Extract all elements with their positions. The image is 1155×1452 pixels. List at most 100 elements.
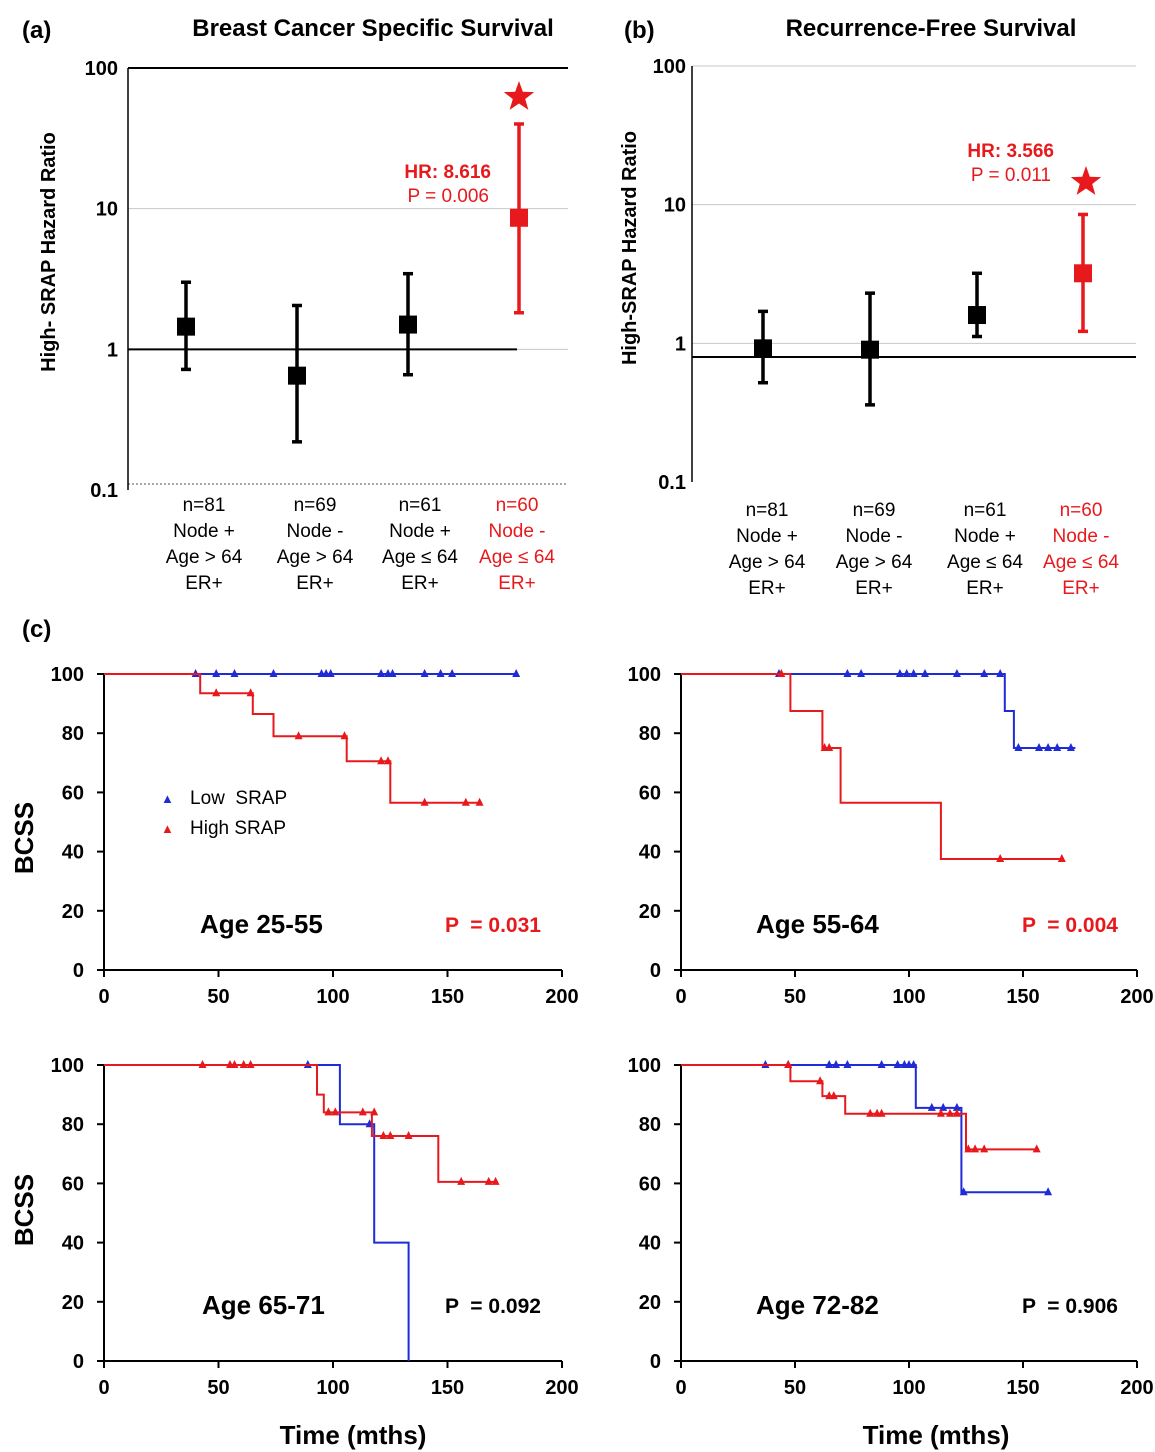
x-tick-label: 50 — [207, 986, 229, 1008]
group-label-line: n=61 — [964, 500, 1007, 521]
x-tick-label: 200 — [1120, 1377, 1153, 1399]
y-axis-label: BCSS — [9, 1174, 39, 1246]
censor-marker — [909, 1060, 918, 1068]
y-tick-label: 80 — [639, 723, 661, 745]
y-tick-label: 1 — [675, 333, 686, 355]
group-label-line: Age > 64 — [729, 552, 806, 573]
censor-marker — [909, 669, 918, 677]
censor-marker — [816, 1076, 825, 1085]
forest-plot-bcss: Breast Cancer Specific Survival High- SR… — [38, 15, 568, 594]
censor-marker — [379, 1131, 388, 1139]
group-label-line: n=61 — [399, 495, 442, 516]
censor-marker — [996, 854, 1005, 862]
x-tick-label: 200 — [545, 1377, 578, 1399]
survival-curve — [104, 1064, 410, 1361]
x-tick-label: 200 — [545, 986, 578, 1008]
censor-marker — [952, 669, 961, 677]
group-label-line: ER+ — [296, 573, 334, 594]
censor-marker — [512, 669, 521, 677]
censor-marker — [1032, 1144, 1041, 1153]
censor-marker — [377, 756, 386, 765]
age-group-title: Age 25-55 — [200, 909, 323, 939]
group-label-line: Node + — [389, 521, 451, 542]
group-label-line: Age ≤ 64 — [947, 552, 1023, 573]
y-tick-label: 80 — [639, 1114, 661, 1136]
group-label-line: Age > 64 — [277, 547, 354, 568]
x-tick-label: 200 — [1120, 986, 1153, 1008]
y-tick-label: 100 — [628, 1055, 661, 1077]
y-tick-label: 60 — [639, 782, 661, 804]
p-annotation: P = 0.011 — [971, 165, 1051, 186]
censor-marker — [829, 1091, 838, 1100]
censor-marker — [239, 1060, 248, 1068]
censor-marker — [1053, 743, 1062, 751]
censor-marker — [212, 669, 221, 677]
x-tick-label: 0 — [675, 1377, 686, 1399]
y-tick-label: 100 — [51, 664, 84, 686]
censor-marker — [420, 669, 429, 677]
group-label-line: Node - — [488, 521, 545, 542]
censor-marker — [358, 1107, 367, 1116]
censor-marker — [895, 669, 904, 677]
x-tick-label: 50 — [784, 1377, 806, 1399]
chart-title: Breast Cancer Specific Survival — [192, 15, 554, 42]
censor-marker — [996, 669, 1005, 677]
x-tick-label: 0 — [98, 1377, 109, 1399]
censor-marker — [980, 1144, 989, 1153]
censor-marker — [461, 797, 470, 806]
legend-high-marker: ▲ — [161, 821, 174, 836]
censor-marker — [843, 1060, 852, 1068]
group-label-line: Node - — [286, 521, 343, 542]
p-value: P = 0.092 — [445, 1295, 541, 1318]
group-label-line: n=69 — [294, 495, 337, 516]
censor-marker — [902, 669, 911, 677]
censor-marker — [1035, 743, 1043, 751]
hazard-ratio-marker — [1074, 264, 1092, 283]
group-label-line: n=81 — [746, 500, 789, 521]
censor-marker — [877, 1060, 886, 1068]
x-tick-label: 150 — [1006, 986, 1039, 1008]
panel-label-b: (b) — [624, 17, 655, 44]
group-label-line: Node - — [1052, 526, 1109, 547]
censor-marker — [386, 1131, 395, 1139]
censor-marker — [484, 1176, 493, 1185]
censor-marker — [964, 1144, 973, 1153]
group-label-line: Age ≤ 64 — [1043, 552, 1119, 573]
censor-marker — [448, 669, 457, 677]
panel-label-c: (c) — [22, 616, 51, 643]
censor-marker — [1014, 743, 1023, 751]
group-label-line: Age > 64 — [836, 552, 913, 573]
x-tick-label: 100 — [316, 1377, 349, 1399]
hazard-ratio-marker — [399, 315, 417, 334]
censor-marker — [936, 1108, 945, 1117]
legend-low-label: Low SRAP — [190, 788, 287, 809]
y-tick-label: 60 — [62, 1173, 84, 1195]
group-label-line: ER+ — [185, 573, 223, 594]
group-label-line: ER+ — [1062, 578, 1100, 599]
significance-star — [1070, 166, 1102, 195]
y-tick-label: 100 — [51, 1055, 84, 1077]
hazard-ratio-marker — [754, 339, 772, 358]
y-tick-label: 10 — [664, 195, 686, 217]
censor-marker — [825, 1060, 834, 1068]
censor-marker — [340, 731, 349, 740]
hazard-ratio-marker — [177, 317, 195, 336]
censor-marker — [866, 1108, 875, 1117]
hazard-ratio-marker — [968, 306, 986, 325]
hr-annotation: HR: 3.566 — [967, 141, 1054, 162]
group-label-line: n=69 — [853, 500, 896, 521]
group-label-line: ER+ — [498, 573, 536, 594]
censor-marker — [294, 731, 303, 740]
censor-marker — [230, 1060, 239, 1068]
age-group-title: Age 72-82 — [756, 1290, 879, 1320]
y-axis-label: High-SRAP Hazard Ratio — [619, 131, 641, 365]
y-tick-label: 40 — [639, 842, 661, 864]
y-tick-label: 20 — [639, 901, 661, 923]
censor-marker — [784, 1060, 793, 1068]
y-tick-label: 0.1 — [658, 472, 686, 494]
group-label-line: Age > 64 — [166, 547, 243, 568]
censor-marker — [370, 1107, 379, 1116]
censor-marker — [877, 1108, 886, 1117]
age-group-title: Age 55-64 — [756, 909, 879, 939]
y-tick-label: 0 — [650, 960, 661, 982]
